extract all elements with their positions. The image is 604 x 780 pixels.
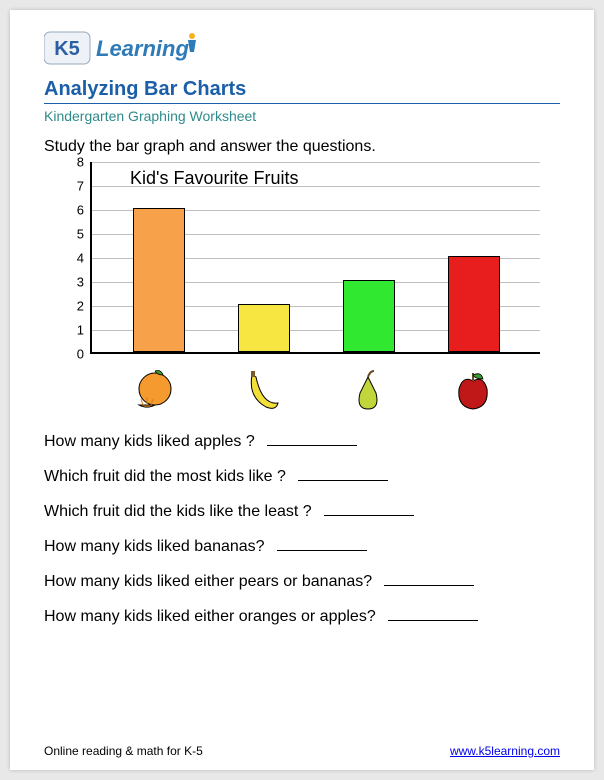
question-3: Which fruit did the kids like the least … — [44, 502, 560, 521]
worksheet-page: K5 Learning Analyzing Bar Charts Kinderg… — [10, 10, 594, 770]
bars-container — [92, 162, 540, 352]
answer-blank[interactable] — [384, 572, 474, 586]
footer-left: Online reading & math for K-5 — [44, 744, 203, 758]
orange-icon — [131, 366, 183, 414]
question-4: How many kids liked bananas? — [44, 537, 560, 556]
category-icons-row — [90, 366, 540, 414]
bar-pear — [343, 280, 395, 352]
question-text: How many kids liked bananas? — [44, 538, 265, 556]
brand-logo: K5 Learning — [44, 26, 560, 68]
answer-blank[interactable] — [277, 537, 367, 551]
y-tick-label: 3 — [77, 275, 84, 290]
y-tick-label: 0 — [77, 347, 84, 362]
question-6: How many kids liked either oranges or ap… — [44, 607, 560, 626]
apple-icon — [447, 366, 499, 414]
questions-list: How many kids liked apples ? Which fruit … — [44, 432, 560, 626]
question-2: Which fruit did the most kids like ? — [44, 467, 560, 486]
bar-apple — [448, 256, 500, 352]
page-footer: Online reading & math for K-5 www.k5lear… — [44, 744, 560, 758]
y-tick-label: 5 — [77, 227, 84, 242]
question-text: Which fruit did the most kids like ? — [44, 468, 286, 486]
question-text: How many kids liked apples ? — [44, 433, 255, 451]
y-tick-label: 1 — [77, 323, 84, 338]
banana-icon — [236, 366, 288, 414]
answer-blank[interactable] — [298, 467, 388, 481]
footer-link[interactable]: www.k5learning.com — [450, 744, 560, 758]
question-1: How many kids liked apples ? — [44, 432, 560, 451]
y-tick-label: 4 — [77, 251, 84, 266]
pear-icon — [342, 366, 394, 414]
bar-chart: 012345678 Kid's Favourite Fruits — [64, 162, 540, 362]
y-tick-label: 2 — [77, 299, 84, 314]
answer-blank[interactable] — [267, 432, 357, 446]
page-subtitle: Kindergarten Graphing Worksheet — [44, 108, 560, 124]
answer-blank[interactable] — [388, 607, 478, 621]
y-tick-label: 8 — [77, 155, 84, 170]
question-text: How many kids liked either oranges or ap… — [44, 608, 376, 626]
instruction-text: Study the bar graph and answer the quest… — [44, 138, 560, 156]
question-text: Which fruit did the kids like the least … — [44, 503, 312, 521]
page-title: Analyzing Bar Charts — [44, 78, 560, 104]
question-5: How many kids liked either pears or bana… — [44, 572, 560, 591]
question-text: How many kids liked either pears or bana… — [44, 573, 372, 591]
logo-learning: Learning — [96, 36, 189, 61]
y-tick-label: 6 — [77, 203, 84, 218]
bar-orange — [133, 208, 185, 352]
logo-k5: K5 — [54, 38, 80, 60]
bar-banana — [238, 304, 290, 352]
chart-title: Kid's Favourite Fruits — [130, 168, 299, 189]
y-axis: 012345678 — [64, 162, 90, 362]
plot-area: Kid's Favourite Fruits — [90, 162, 540, 354]
y-tick-label: 7 — [77, 179, 84, 194]
answer-blank[interactable] — [324, 502, 414, 516]
